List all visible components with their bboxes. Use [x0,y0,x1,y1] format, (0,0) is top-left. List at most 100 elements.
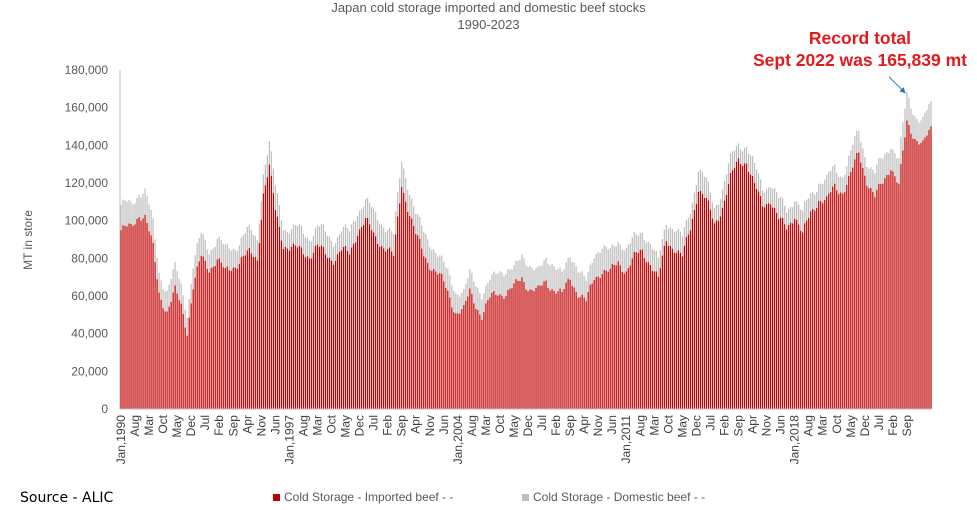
bar-imported [719,216,722,409]
bar-imported [912,138,914,409]
bar-imported [441,274,443,409]
bar-imported [320,245,323,409]
bar-domestic [375,212,377,237]
bar-domestic [585,280,587,302]
bar-domestic [304,237,307,258]
bar-domestic [352,221,355,244]
bar-domestic [230,250,232,271]
bar-imported [431,270,433,409]
bar-domestic [601,248,603,275]
bar-imported [489,297,491,409]
bar-domestic [435,253,437,272]
bar-imported [555,293,557,409]
bar-imported [537,285,539,409]
bar-imported [609,268,611,409]
bar-imported [254,257,256,409]
bar-domestic [603,245,605,270]
bar-domestic [358,210,361,230]
x-tick-label: Sep [900,415,914,437]
bar-domestic [242,235,244,257]
x-tick-label: Oct [830,414,844,433]
bar-domestic [647,241,649,263]
bar-imported [773,207,776,409]
bar-imported [134,224,136,409]
bar-imported [930,126,932,409]
bar-domestic [278,205,281,227]
bar-domestic [543,260,545,282]
bar-imported [421,248,423,409]
bar-domestic [525,264,527,290]
bar-domestic [194,255,196,278]
bar-imported [383,248,385,409]
bar-domestic [727,163,730,184]
bar-imported [788,224,790,409]
bar-domestic [385,232,387,252]
bar-imported [914,138,916,409]
bar-imported [711,218,714,409]
bar-domestic [431,249,433,271]
bar-domestic [611,244,613,264]
bar-domestic [539,266,541,286]
bar-domestic [240,237,242,258]
bar-domestic [922,116,924,141]
x-tick-label: Nov [760,415,774,436]
bar-imported [136,218,138,409]
bar-domestic [144,188,146,215]
bar-imported [379,246,381,409]
bar-imported [238,263,240,409]
bar-imported [190,303,192,409]
bar-domestic [364,199,367,218]
bar-domestic [920,120,922,143]
bar-domestic [709,192,712,210]
bar-domestic [755,169,758,190]
bar-imported [170,301,172,409]
bar-imported [713,223,716,409]
bar-imported [531,289,533,409]
bar-imported [848,175,850,409]
bar-imported [852,167,854,409]
bar-imported [631,258,633,409]
x-tick-label: Jan,2018 [788,415,802,465]
bar-domestic [617,241,619,262]
bar-domestic [619,244,621,266]
bar-imported [826,196,828,409]
bar-domestic [693,192,696,211]
bar-domestic [683,227,686,246]
bar-imported [228,270,230,409]
bar-imported [477,310,479,409]
bar-domestic [188,299,190,318]
bar-domestic [393,234,395,256]
bar-domestic [487,282,489,300]
bar-domestic [635,234,637,253]
bar-imported [924,137,926,409]
bar-domestic [567,257,569,279]
bar-domestic [218,236,220,259]
bar-imported [818,200,820,409]
bar-imported [896,182,898,409]
bar-imported [366,217,369,409]
bar-imported [256,260,258,409]
bar-domestic [729,153,732,174]
bar-imported [501,295,503,409]
bar-domestic [828,171,830,194]
bar-domestic [214,246,216,266]
bar-domestic [126,201,128,227]
bar-imported [132,225,134,409]
bar-imported [469,288,471,409]
bar-imported [583,297,585,409]
bar-imported [864,175,866,409]
bar-domestic [421,225,423,249]
x-tick-label: Nov [423,415,437,436]
bar-domestic [926,109,928,136]
bar-domestic [164,291,166,312]
bar-imported [581,294,583,409]
bar-imported [844,192,846,409]
bar-domestic [782,198,784,218]
bar-imported [557,291,559,409]
bar-domestic [798,204,800,225]
bar-imported [778,219,780,409]
bar-domestic [505,274,507,296]
bar-imported [577,297,579,409]
bar-imported [435,271,437,409]
bar-domestic [471,272,473,294]
